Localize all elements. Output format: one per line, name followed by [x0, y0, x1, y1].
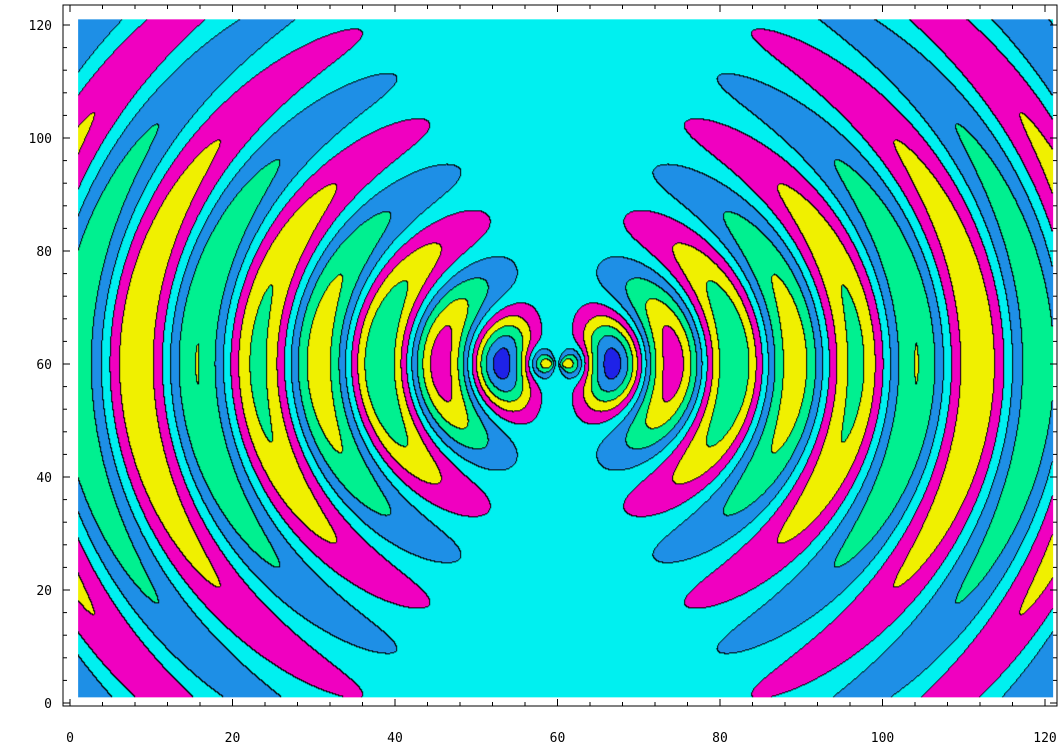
y-tick-label: 40: [36, 471, 52, 486]
x-tick-label: 80: [712, 731, 728, 746]
y-tick-label: 100: [29, 132, 52, 147]
x-tick-label: 100: [871, 731, 894, 746]
x-tick-label: 120: [1033, 731, 1056, 746]
x-tick-label: 40: [387, 731, 403, 746]
y-tick-label: 60: [36, 358, 52, 373]
contour-field: [78, 19, 1054, 698]
x-tick-label: 0: [66, 731, 74, 746]
x-tick-label: 60: [550, 731, 566, 746]
axes-frame: [62, 4, 1058, 707]
y-tick-label: 120: [29, 19, 52, 34]
plot-area: [78, 19, 1054, 698]
y-tick-label: 20: [36, 584, 52, 599]
x-axis: 0 20 40 60 80 100 120: [66, 5, 1057, 746]
x-tick-label: 20: [225, 731, 241, 746]
y-tick-label: 80: [36, 245, 52, 260]
y-tick-label: 0: [44, 697, 52, 712]
y-axis: 0 20 40 60 80 100 120: [29, 19, 1057, 712]
